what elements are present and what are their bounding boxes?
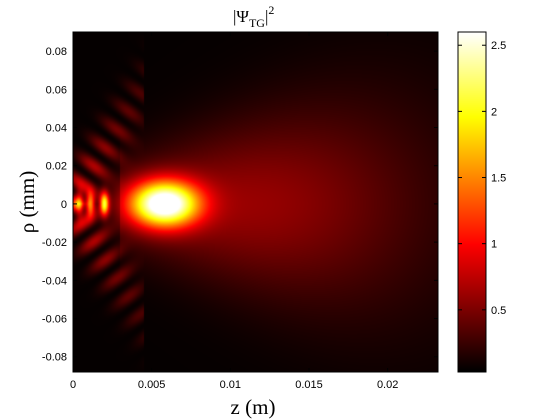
colorbar-tick-label: 1 [491, 239, 497, 251]
x-tick-label: 0.02 [377, 379, 398, 391]
x-axis-label: z (m) [231, 395, 276, 419]
heatmap-area [73, 32, 438, 372]
x-tick-label: 0 [70, 379, 76, 391]
y-tick-label: 0.06 [46, 84, 67, 96]
y-tick-label: 0 [61, 199, 67, 211]
y-tick-label: -0.04 [42, 275, 67, 287]
colorbar-tick-label: 0.5 [491, 305, 506, 317]
y-tick-label: -0.08 [42, 352, 67, 364]
x-tick-label: 0.015 [295, 379, 323, 391]
x-tick-label: 0.01 [220, 379, 241, 391]
y-tick-label: 0.02 [46, 161, 67, 173]
title-superscript: 2 [268, 3, 274, 17]
colorbar-frame [457, 31, 487, 373]
colorbar-canvas [458, 32, 486, 372]
plot-frame [72, 31, 439, 373]
colorbar-area [458, 32, 486, 372]
chart-title: |ΨTG|2 [233, 3, 274, 30]
colorbar-tick-label: 2.5 [491, 40, 506, 52]
title-bar: | [265, 7, 268, 26]
x-tick-label: 0.005 [138, 379, 166, 391]
y-axis: 0.08 0.06 0.04 0.02 0 -0.02 -0.04 -0.06 -0.08 [42, 46, 438, 364]
y-axis-label: ρ (mm) [15, 171, 39, 233]
y-tick-label: 0.08 [46, 46, 67, 58]
title-prefix: |Ψ [233, 7, 249, 26]
colorbar-tick-label: 2 [491, 106, 497, 118]
colorbar-tick-label: 1.5 [491, 173, 506, 185]
heatmap-canvas [73, 32, 438, 372]
title-subscript: TG [249, 16, 265, 30]
y-tick-label: -0.06 [42, 314, 67, 326]
y-tick-label: -0.02 [42, 237, 67, 249]
colorbar-axis: 0.5 1 1.5 2 2.5 [458, 40, 506, 317]
x-axis: 0 0.005 0.01 0.015 0.02 [70, 32, 398, 391]
y-tick-label: 0.04 [46, 123, 67, 135]
